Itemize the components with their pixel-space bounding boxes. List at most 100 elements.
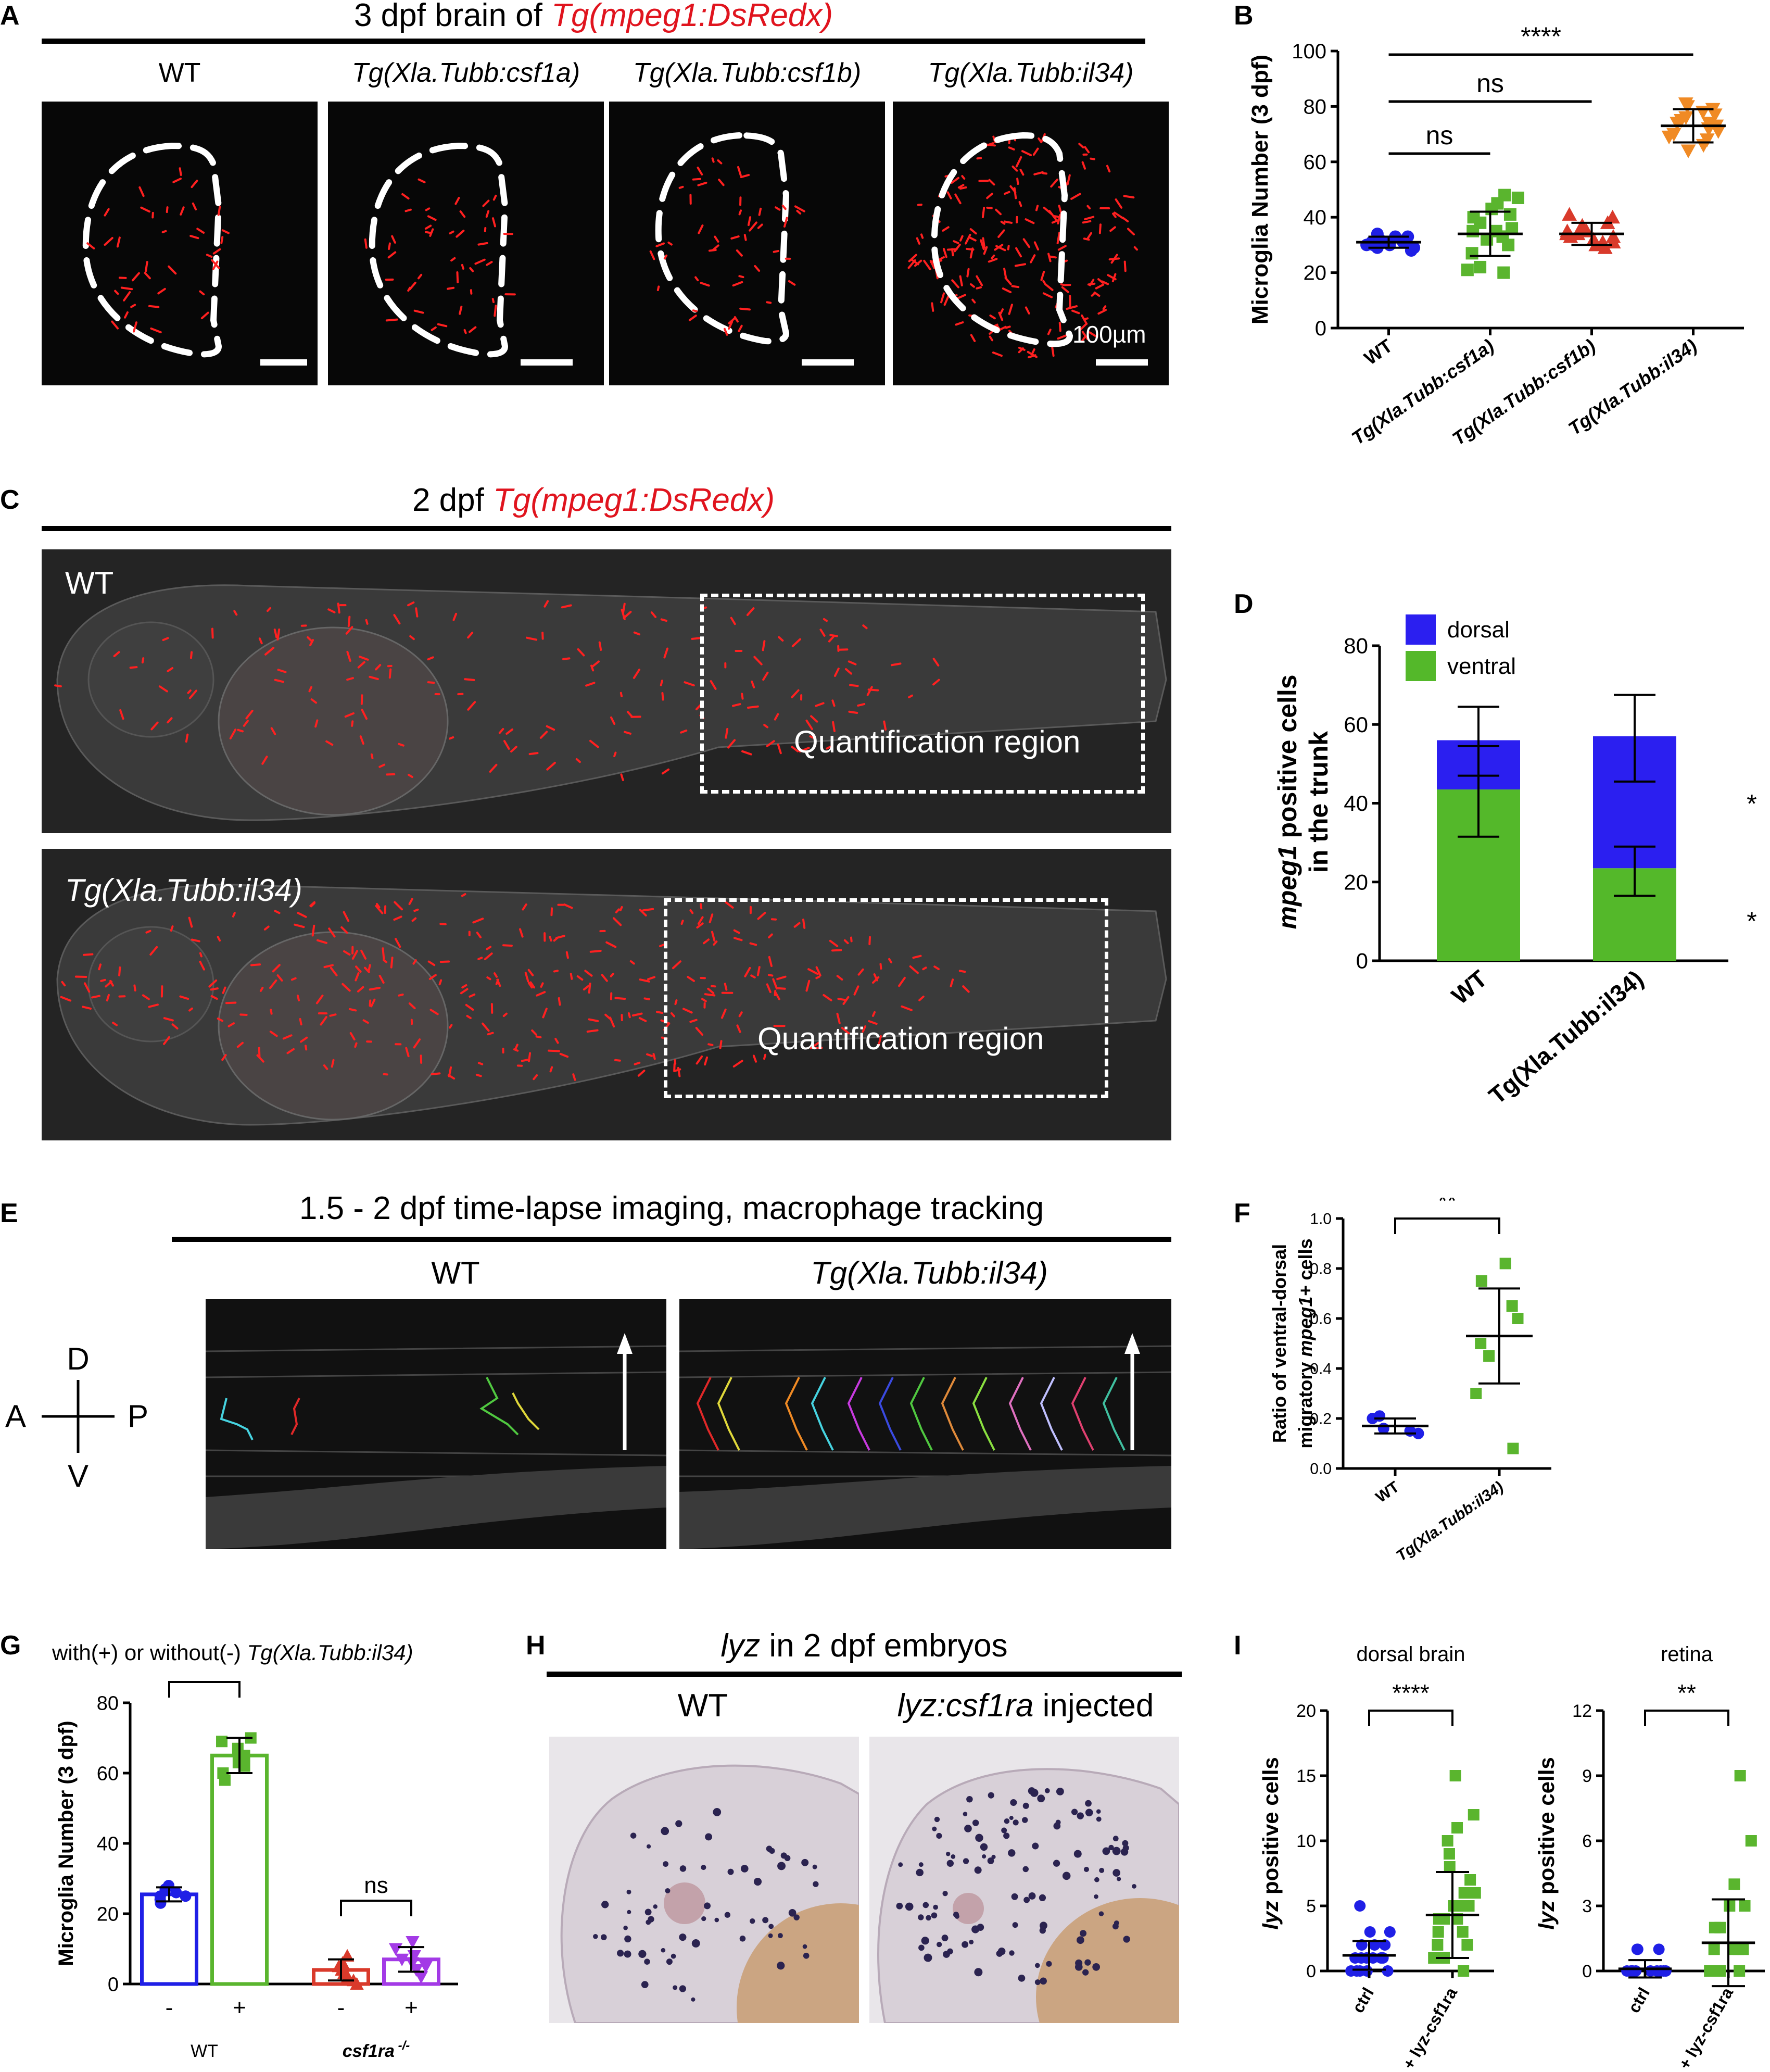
ish-image-wt-overlay <box>560 1764 859 2023</box>
data-point <box>1625 1965 1637 1977</box>
data-point <box>1506 1300 1518 1312</box>
data-point <box>217 1767 229 1779</box>
significance-bracket <box>340 1900 412 1916</box>
data-point <box>1708 1965 1720 1977</box>
data-point <box>232 1742 244 1754</box>
data-point <box>1701 117 1716 131</box>
y-axis-label-line2: in the trunk <box>1304 731 1333 873</box>
data-point <box>1468 1809 1480 1820</box>
panel-a-rule <box>42 39 1145 44</box>
data-point <box>1574 218 1590 232</box>
data-point <box>1458 1965 1470 1977</box>
axis-label-a: A <box>5 1399 26 1434</box>
panel-c-rule <box>42 526 1171 531</box>
y-tick-label: 40 <box>97 1833 119 1855</box>
scale-bar <box>260 359 307 366</box>
tracking-image-il34-overlay <box>679 1333 1171 1549</box>
panel-letter-c: C <box>0 485 20 515</box>
y-tick-label: 1.0 <box>1310 1211 1332 1228</box>
panel-letter-h: H <box>526 1630 546 1661</box>
bar <box>140 1892 198 1986</box>
x-tick-label: - <box>337 1995 345 2020</box>
y-axis-label: lyz positive cells <box>1258 1757 1283 1930</box>
scale-bar-label: 100µm <box>1072 321 1146 348</box>
data-point <box>1442 1835 1453 1847</box>
y-tick-label: 0 <box>1582 1962 1592 1981</box>
significance-bracket <box>1644 1710 1729 1726</box>
axis-label-d: D <box>67 1341 89 1376</box>
quantification-region-box <box>664 898 1108 1098</box>
data-point <box>1660 1965 1672 1977</box>
data-point <box>1497 266 1510 279</box>
data-point <box>1461 263 1474 277</box>
data-point <box>1678 111 1693 125</box>
group-label-csf1ra: csf1ra -/- <box>343 2039 410 2061</box>
data-point <box>1465 247 1478 260</box>
data-point <box>1503 208 1516 221</box>
data-point <box>1364 1926 1376 1938</box>
x-tick-label: WT <box>1360 335 1396 369</box>
data-point <box>1586 232 1601 246</box>
legend-label-dorsal: dorsal <box>1447 617 1510 643</box>
data-point <box>332 1960 346 1973</box>
data-point <box>1428 1952 1440 1964</box>
panel-letter-d: D <box>1234 589 1254 619</box>
y-axis-label: mpeg1 positive cells <box>1273 674 1302 929</box>
y-tick-label: 80 <box>1304 95 1327 118</box>
significance-label: * <box>1747 789 1756 819</box>
x-tick-label: Tg(Xla.Tubb:il34) <box>1484 965 1649 1109</box>
data-point <box>1483 1350 1495 1362</box>
data-point <box>1709 1922 1721 1933</box>
data-point <box>1461 1939 1473 1951</box>
quantification-region-box <box>700 594 1145 794</box>
data-point <box>1354 1900 1366 1912</box>
data-point <box>1507 1442 1519 1454</box>
ish-image-wt-cells <box>593 1808 819 2002</box>
scale-bar <box>521 359 573 366</box>
brain-image-il34-cells <box>907 133 1139 359</box>
embryo-image-il34-cells <box>60 893 970 1081</box>
data-point <box>1511 191 1524 204</box>
y-tick-label: 12 <box>1572 1701 1592 1721</box>
data-point <box>1653 1943 1665 1955</box>
bar <box>210 1753 269 1986</box>
x-tick-label: + lyz-csf1ra <box>1399 1984 1461 2067</box>
brain-image-wt-cells <box>86 167 230 333</box>
brain-image-il34: 100µm <box>893 102 1169 385</box>
y-tick-label: 0.8 <box>1310 1261 1332 1278</box>
tracking-image-il34 <box>679 1299 1171 1549</box>
brain-image-wt <box>42 102 318 385</box>
embryo-image-wt-cells <box>54 600 940 782</box>
data-point <box>162 1880 174 1891</box>
data-point <box>1452 1900 1464 1912</box>
data-point <box>1475 1338 1487 1349</box>
data-point <box>1458 1887 1470 1899</box>
x-tick-label: + <box>233 1995 246 2020</box>
panel-a-title: 3 dpf brain of Tg(mpeg1:DsRedx) <box>353 0 833 33</box>
data-point <box>1645 1965 1657 1977</box>
chart-title: retina <box>1661 1643 1713 1666</box>
panel-e-label-il34: Tg(Xla.Tubb:il34) <box>811 1255 1048 1290</box>
panel-e-title: 1.5 - 2 dpf time-lapse imaging, macropha… <box>299 1190 1044 1226</box>
data-point <box>1605 209 1620 224</box>
panel-e-label-wt: WT <box>431 1255 480 1290</box>
data-point <box>1632 1943 1643 1955</box>
panel-letter-g: G <box>0 1630 21 1661</box>
panel-b-chart: 020406080100WTTg(Xla.Tubb:csf1a)Tg(Xla.T… <box>1247 22 1744 449</box>
panel-e-rule <box>172 1237 1171 1242</box>
panel-g-header: with(+) or without(-) Tg(Xla.Tubb:il34) <box>52 1640 413 1665</box>
y-tick-label: 60 <box>1304 151 1327 174</box>
embryo-label-il34: Tg(Xla.Tubb:il34) <box>65 873 302 908</box>
y-tick-label: 5 <box>1306 1897 1316 1916</box>
legend-label-ventral: ventral <box>1447 654 1516 679</box>
data-point <box>238 1760 250 1772</box>
data-point <box>1512 1313 1524 1324</box>
data-point <box>1498 189 1511 202</box>
y-tick-label: 9 <box>1582 1766 1592 1786</box>
brain-image-csf1a <box>328 102 604 385</box>
quantification-region-label: Quantification region <box>794 724 1081 759</box>
brain-image-il34-overlay <box>907 132 1139 359</box>
